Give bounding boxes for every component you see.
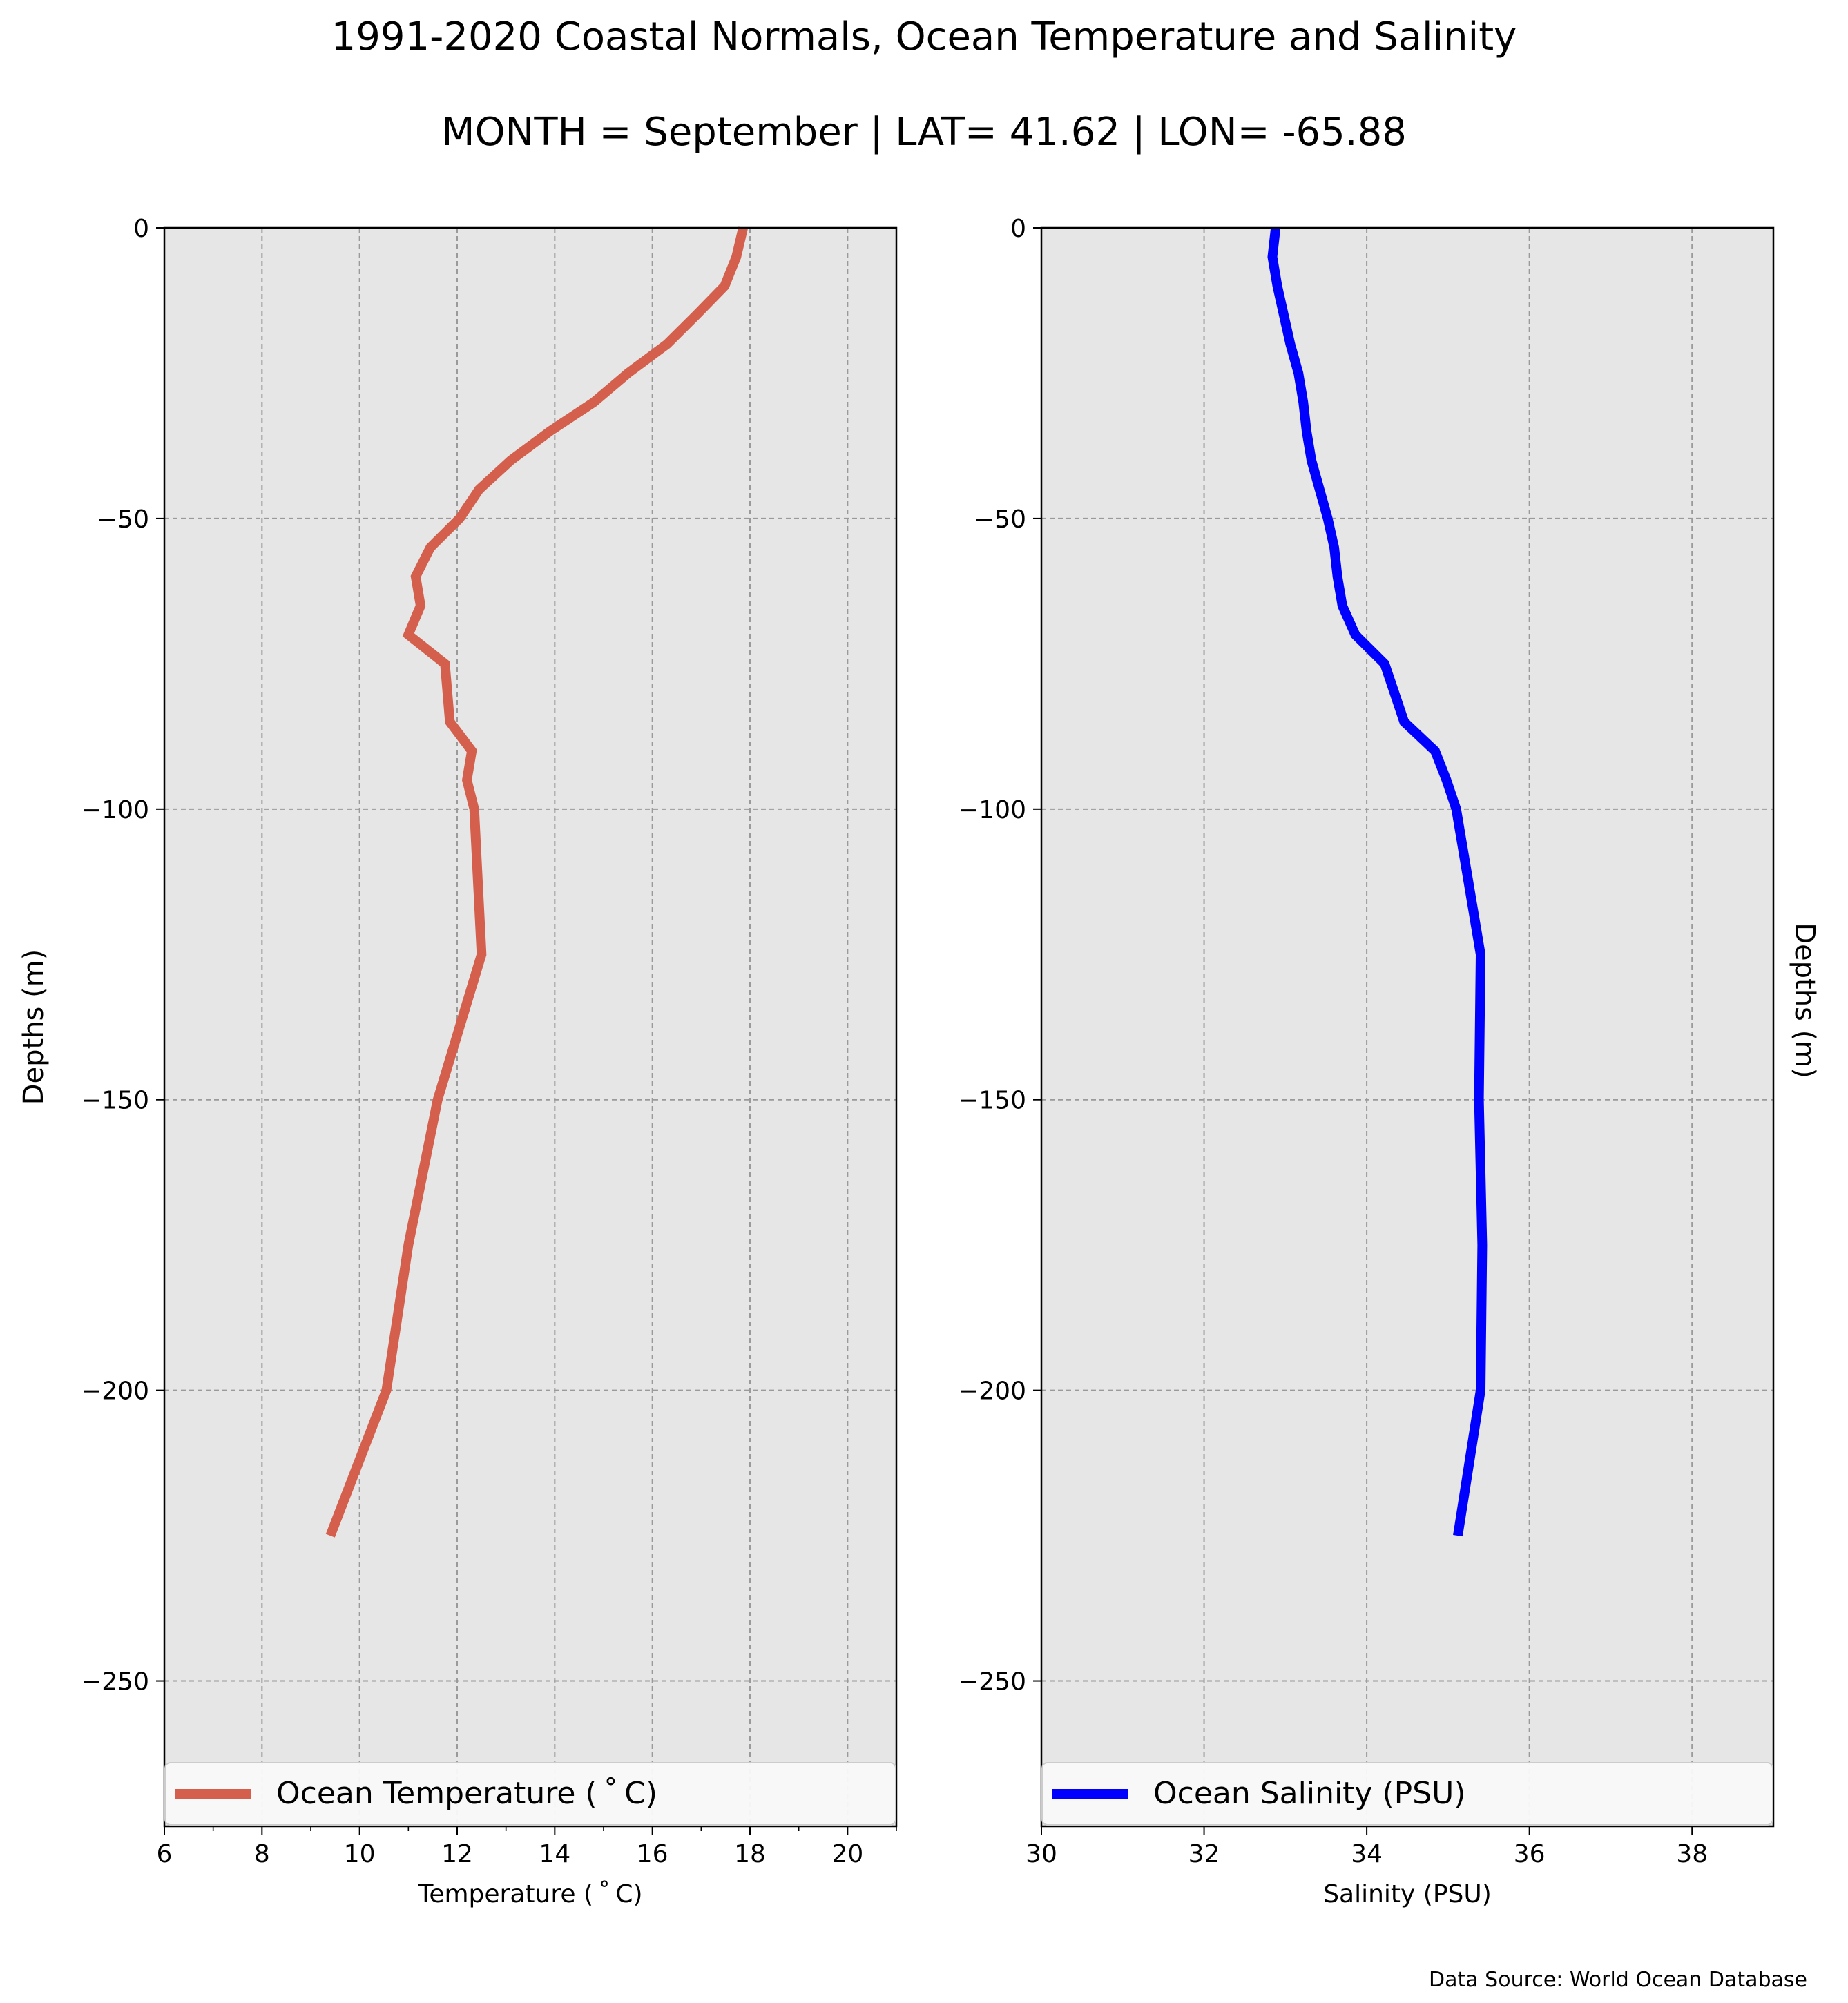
- x-tick-label: 30: [1026, 1840, 1057, 1868]
- x-tick-label: 18: [734, 1840, 766, 1868]
- y-tick-label: −150: [81, 1087, 149, 1115]
- source-note: Data Source: World Ocean Database: [1429, 1968, 1807, 1992]
- grid-lines: [164, 228, 896, 1826]
- x-tick-label: 34: [1351, 1840, 1383, 1868]
- x-tick-label: 38: [1676, 1840, 1708, 1868]
- plot-area: [164, 228, 896, 1826]
- legend-box: [1041, 1762, 1773, 1826]
- y-axis-ticks: 0 −50 −100 −150 −200 −250: [81, 215, 164, 1696]
- x-tick-label: 6: [157, 1840, 173, 1868]
- chart-subtitle: MONTH = September | LAT= 41.62 | LON= -6…: [441, 110, 1407, 155]
- x-tick-label: 36: [1514, 1840, 1546, 1868]
- salinity-line: [1267, 227, 1488, 1537]
- x-axis-label: Salinity (PSU): [1323, 1880, 1492, 1908]
- temperature-line: [325, 226, 748, 1538]
- x-axis-ticks: 6 8 10 12 14 16 18 20: [157, 1826, 897, 1868]
- y-tick-label: 0: [1010, 215, 1026, 243]
- x-tick-label: 8: [254, 1840, 270, 1868]
- axes-frame: [1040, 226, 1775, 1828]
- y-tick-label: −250: [958, 1668, 1026, 1696]
- x-axis-ticks: 30 32 34 36 38: [1026, 1826, 1708, 1868]
- x-tick-label: 14: [539, 1840, 570, 1868]
- y-tick-label: −250: [81, 1668, 149, 1696]
- y-tick-label: −100: [81, 796, 149, 824]
- right-y-axis-label: Depths (m): [1789, 922, 1820, 1078]
- temperature-panel: 6 8 10 12 14 16 18 20 0 −50 −100 −150 −200 −250 Temper…: [18, 215, 898, 1908]
- y-tick-label: −200: [958, 1377, 1026, 1406]
- y-tick-label: −150: [958, 1087, 1026, 1115]
- y-tick-label: −50: [97, 505, 149, 534]
- grid-lines: [1041, 228, 1773, 1826]
- legend-label: Ocean Temperature ( ˚ C): [276, 1776, 657, 1811]
- y-axis-label: Depths (m): [18, 949, 50, 1105]
- salinity-panel: 30 32 34 36 38 0 −50 −100 −150 −200 −250 Salinity (…: [958, 215, 1775, 1908]
- y-tick-label: −100: [958, 796, 1026, 824]
- y-tick-label: −50: [974, 505, 1026, 534]
- legend-box: [164, 1762, 896, 1826]
- legend: Ocean Salinity (PSU): [1041, 1762, 1773, 1826]
- y-axis-ticks: 0 −50 −100 −150 −200 −250: [958, 215, 1041, 1696]
- legend: Ocean Temperature ( ˚ C): [164, 1762, 896, 1826]
- y-tick-label: −200: [81, 1377, 149, 1406]
- axes-frame: [163, 226, 898, 1828]
- plot-area: [1041, 228, 1773, 1826]
- x-axis-label: Temperature ( ˚ C): [417, 1880, 642, 1908]
- x-tick-label: 10: [344, 1840, 376, 1868]
- x-tick-label: 16: [637, 1840, 668, 1868]
- x-tick-label: 32: [1188, 1840, 1220, 1868]
- legend-label: Ocean Salinity (PSU): [1153, 1776, 1465, 1811]
- x-tick-label: 12: [441, 1840, 473, 1868]
- y-tick-label: 0: [133, 215, 149, 243]
- x-tick-label: 20: [831, 1840, 863, 1868]
- chart-title: 1991-2020 Coastal Normals, Ocean Tempera…: [331, 14, 1517, 59]
